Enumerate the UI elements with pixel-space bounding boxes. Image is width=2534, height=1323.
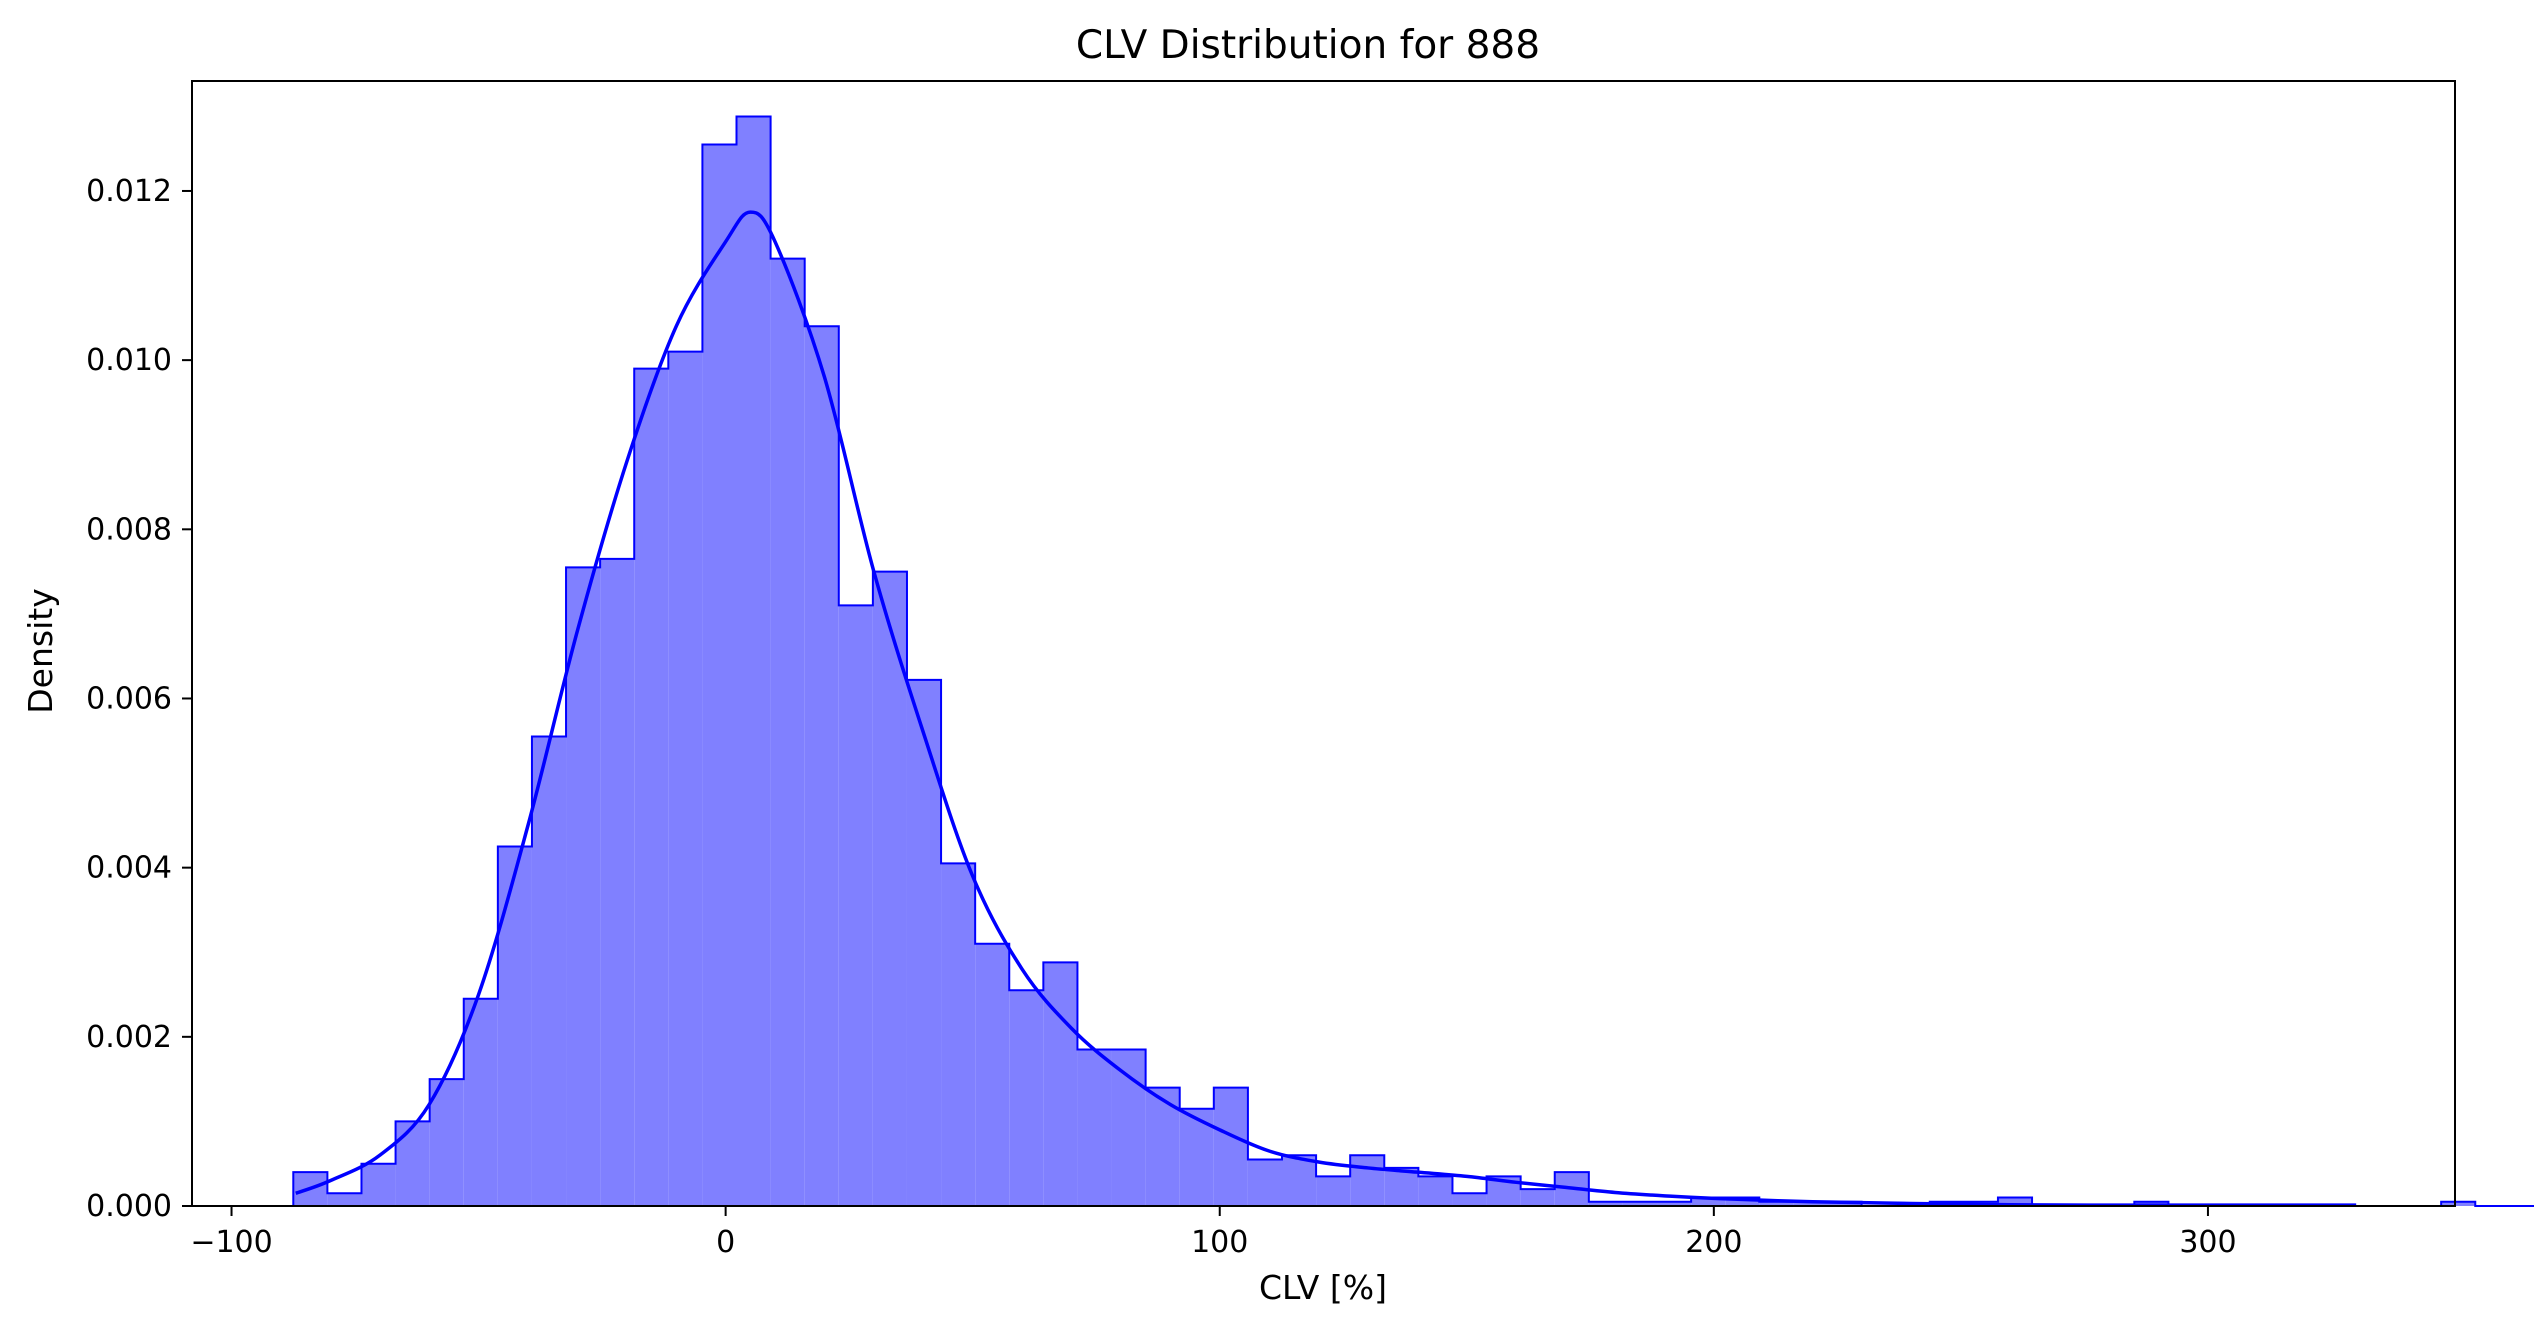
y-tick-label: 0.008	[86, 512, 172, 547]
histogram-bar	[1043, 962, 1078, 1206]
histogram-bar	[1247, 1159, 1282, 1206]
histogram-bar	[872, 571, 907, 1206]
y-tick-label: 0.002	[86, 1020, 172, 1055]
histogram-bar	[1418, 1176, 1453, 1206]
y-tick-label: 0.010	[86, 343, 172, 378]
histogram-bar	[1350, 1155, 1385, 1206]
histogram-bar	[463, 998, 498, 1206]
histogram-bar	[1384, 1167, 1419, 1206]
histogram-bar	[975, 943, 1010, 1206]
histogram-bar	[1793, 1201, 1828, 1206]
histogram-bar	[941, 863, 976, 1206]
histogram-bar	[906, 679, 942, 1206]
histogram-bar	[566, 567, 601, 1206]
histogram-bar	[702, 144, 737, 1207]
histogram-bar	[1077, 1049, 1112, 1206]
histogram-bar	[838, 605, 873, 1206]
x-axis: −100 0 100 200 300	[190, 1206, 2237, 1260]
histogram-bar	[600, 558, 635, 1206]
chart-title: CLV Distribution for 888	[1076, 23, 1540, 68]
histogram-bar	[1588, 1201, 1623, 1206]
y-tick-label: 0.006	[86, 681, 172, 716]
histogram-bar	[2441, 1201, 2476, 1206]
kde-curve	[295, 210, 2357, 1207]
histogram-bar	[1725, 1197, 1760, 1206]
histogram-bar	[634, 368, 669, 1206]
histogram-bar	[1622, 1201, 1658, 1206]
histogram-bar	[1759, 1201, 1794, 1206]
y-tick-label: 0.000	[86, 1189, 172, 1224]
x-tick-label: 200	[1685, 1225, 1742, 1260]
histogram-bar	[1691, 1197, 1726, 1206]
histogram-bar	[736, 116, 771, 1206]
histogram-bar	[1316, 1176, 1351, 1206]
histogram-bar	[327, 1193, 362, 1206]
histogram-bar	[1213, 1087, 1248, 1206]
histogram-step-outline	[292, 115, 2534, 1207]
histogram-bar	[531, 736, 567, 1206]
histogram-bar	[1520, 1189, 1555, 1206]
x-axis-label: CLV [%]	[1259, 1268, 1387, 1307]
histogram-bar	[1657, 1201, 1692, 1206]
histogram-bar	[804, 326, 839, 1206]
histogram-bar	[497, 846, 532, 1206]
y-tick-label: 0.012	[86, 174, 172, 209]
x-tick-label: 0	[716, 1225, 735, 1260]
x-tick-label: 300	[2179, 1225, 2236, 1260]
histogram-bar	[668, 351, 703, 1206]
histogram-bar	[1997, 1197, 2033, 1206]
y-tick-label: 0.004	[86, 851, 172, 886]
y-axis-label: Density	[21, 588, 60, 713]
plot-area-frame	[191, 80, 2456, 1207]
histogram-bar	[429, 1079, 464, 1206]
histogram-bar	[1281, 1155, 1317, 1206]
x-tick-label: −100	[190, 1225, 272, 1260]
histogram-bar	[361, 1163, 396, 1206]
histogram-bars	[292, 115, 2534, 1207]
histogram-bar	[1452, 1193, 1487, 1206]
y-axis: 0.000 0.002 0.004 0.006 0.008 0.010 0.012	[86, 174, 192, 1224]
histogram-bar	[770, 258, 805, 1206]
histogram-bar	[395, 1121, 430, 1206]
histogram-bar	[1111, 1049, 1146, 1206]
x-tick-label: 100	[1191, 1225, 1248, 1260]
histogram-bar	[1009, 990, 1044, 1206]
